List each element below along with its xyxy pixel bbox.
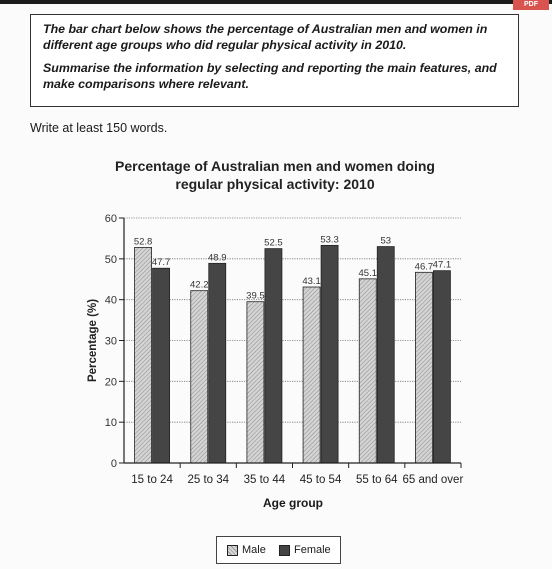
legend-item-male: Male xyxy=(227,544,266,556)
task-instruction: Summarise the information by selecting a… xyxy=(43,61,497,91)
y-tick-label: 10 xyxy=(105,417,117,429)
chart-title-line-2: regular physical activity: 2010 xyxy=(175,176,375,192)
bar-female-3 xyxy=(320,244,339,464)
data-label-male-1: 42.2 xyxy=(190,280,209,291)
bar-male-1 xyxy=(190,290,209,464)
y-tick-label: 40 xyxy=(105,295,117,307)
y-tick-label: 50 xyxy=(105,254,117,266)
legend: Male Female xyxy=(216,536,341,564)
legend-label-female: Female xyxy=(294,544,331,556)
chart-title-line-1: Percentage of Australian men and women d… xyxy=(115,158,435,174)
x-tick-label: 35 to 44 xyxy=(244,474,286,486)
legend-swatch-female xyxy=(279,544,290,556)
data-label-male-4: 45.1 xyxy=(359,268,378,279)
bar-female-5 xyxy=(433,270,451,464)
y-tick-label: 60 xyxy=(105,213,117,225)
word-count-instruction: Write at least 150 words. xyxy=(30,121,168,135)
bar-male-3 xyxy=(302,286,321,464)
pdf-badge[interactable]: PDF xyxy=(513,0,549,10)
data-label-male-5: 46.7 xyxy=(415,261,434,272)
x-tick-label: 65 and over xyxy=(403,474,464,486)
bar-female-0 xyxy=(152,267,170,464)
data-label-female-1: 48.9 xyxy=(208,252,227,263)
bar-male-0 xyxy=(134,246,152,464)
top-bar xyxy=(0,0,552,4)
data-label-male-2: 39.5 xyxy=(246,291,265,302)
data-label-male-0: 52.8 xyxy=(134,236,153,247)
legend-item-female: Female xyxy=(279,544,331,556)
legend-label-male: Male xyxy=(242,544,266,556)
task-box: The bar chart below shows the percentage… xyxy=(30,14,519,107)
y-tick-label: 30 xyxy=(105,336,117,348)
x-tick-label: 55 to 64 xyxy=(356,474,398,486)
y-tick-label: 0 xyxy=(111,458,117,470)
data-label-female-5: 47.1 xyxy=(433,260,452,271)
x-tick-label: 45 to 54 xyxy=(300,474,342,486)
data-label-female-2: 52.5 xyxy=(264,238,283,249)
x-tick-label: 25 to 34 xyxy=(187,474,229,486)
data-label-male-3: 43.1 xyxy=(302,276,321,287)
x-tick-label: 15 to 24 xyxy=(131,474,173,486)
y-tick-label: 20 xyxy=(105,376,117,388)
data-label-female-4: 53 xyxy=(380,236,391,247)
chart-title: Percentage of Australian men and women d… xyxy=(80,157,470,193)
data-label-female-3: 53.3 xyxy=(320,234,339,245)
bar-female-4 xyxy=(376,246,395,464)
task-description: The bar chart below shows the percentage… xyxy=(43,22,488,52)
bar-female-2 xyxy=(264,248,283,464)
bar-female-1 xyxy=(208,262,227,464)
bar-male-2 xyxy=(246,301,265,464)
bar-male-4 xyxy=(358,278,377,464)
legend-swatch-male xyxy=(227,544,238,556)
bar-male-5 xyxy=(415,271,433,464)
data-label-female-0: 47.7 xyxy=(152,257,171,268)
x-axis-title: Age group xyxy=(263,496,323,510)
y-axis-title: Percentage (%) xyxy=(87,299,99,382)
